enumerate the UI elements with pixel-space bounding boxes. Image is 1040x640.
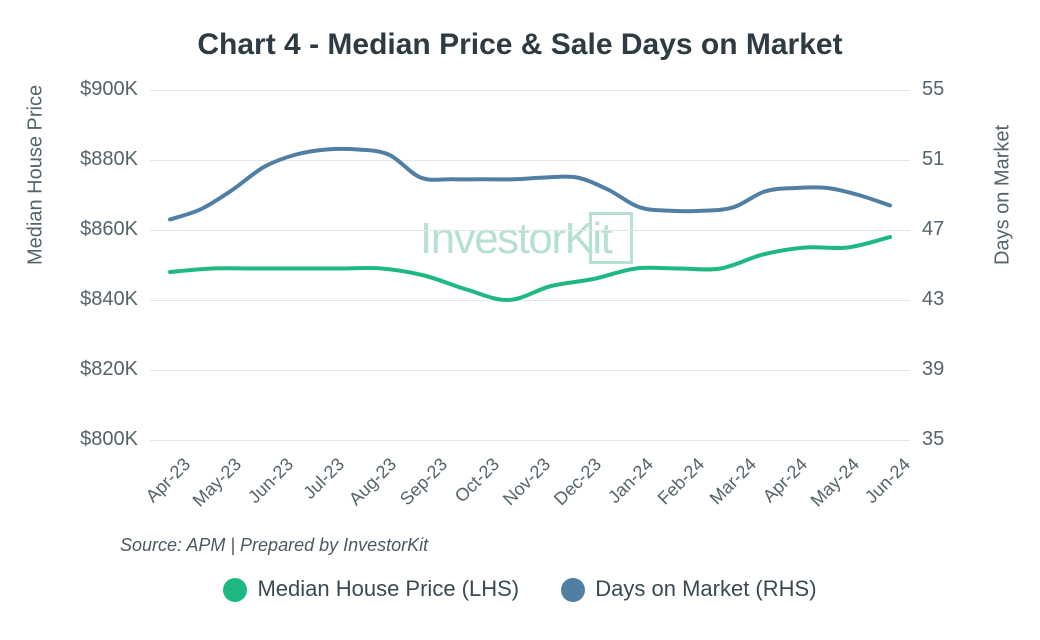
- y-left-tick-label: $860K: [38, 218, 138, 241]
- chart-title: Chart 4 - Median Price & Sale Days on Ma…: [0, 28, 1040, 62]
- y-right-tick-label: 39: [922, 358, 982, 381]
- y-right-tick-label: 47: [922, 218, 982, 241]
- legend-label-days: Days on Market (RHS): [595, 576, 816, 601]
- y-right-tick-label: 43: [922, 288, 982, 311]
- y-left-tick-label: $820K: [38, 358, 138, 381]
- y-left-tick-label: $880K: [38, 148, 138, 171]
- y-right-tick-label: 55: [922, 78, 982, 101]
- legend-dot-price: [223, 578, 247, 602]
- y-left-tick-label: $900K: [38, 78, 138, 101]
- y-right-tick-label: 51: [922, 148, 982, 171]
- y-right-tick-label: 35: [922, 428, 982, 451]
- legend: Median House Price (LHS) Days on Market …: [0, 575, 1040, 602]
- plot-area: InvestorKit $800K35$820K39$840K43$860K47…: [150, 90, 910, 440]
- legend-item-price: Median House Price (LHS): [223, 576, 519, 602]
- gridline: [150, 440, 910, 441]
- chart-container: Chart 4 - Median Price & Sale Days on Ma…: [0, 0, 1040, 640]
- source-note: Source: APM | Prepared by InvestorKit: [120, 535, 428, 556]
- y-right-axis-title: Days on Market: [992, 125, 1015, 265]
- series-days-line: [170, 149, 890, 220]
- series-price-line: [170, 237, 890, 300]
- series-layer: [150, 90, 910, 440]
- legend-item-days: Days on Market (RHS): [561, 576, 816, 602]
- y-left-tick-label: $840K: [38, 288, 138, 311]
- legend-dot-days: [561, 578, 585, 602]
- legend-label-price: Median House Price (LHS): [257, 576, 519, 601]
- y-left-tick-label: $800K: [38, 428, 138, 451]
